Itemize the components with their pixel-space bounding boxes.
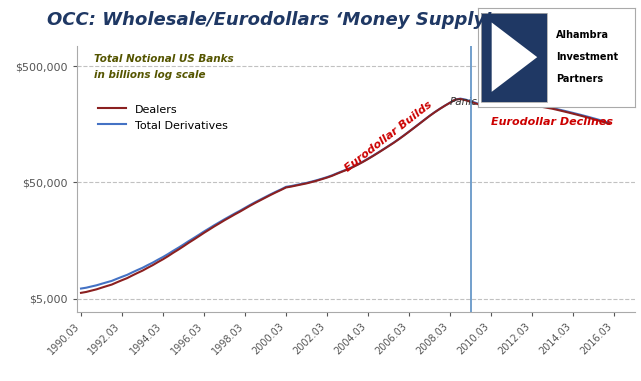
- Text: QE3: QE3: [532, 89, 553, 99]
- Text: Alhambra: Alhambra: [556, 30, 609, 40]
- Dealers: [92, 287, 100, 292]
- Legend: Dealers, Total Derivatives: Dealers, Total Derivatives: [94, 99, 232, 135]
- Text: Total Notional US Banks: Total Notional US Banks: [94, 54, 233, 64]
- Line: Total Derivatives: Total Derivatives: [81, 99, 609, 288]
- Line: Dealers: Dealers: [81, 99, 609, 293]
- Total Derivatives: [564, 109, 572, 114]
- Text: Eurodollar Declines: Eurodollar Declines: [491, 117, 613, 127]
- Total Derivatives: [590, 116, 597, 120]
- Text: Panic: Panic: [450, 98, 478, 107]
- FancyBboxPatch shape: [481, 13, 547, 102]
- Dealers: [210, 224, 218, 229]
- Dealers: [605, 122, 613, 126]
- Total Derivatives: [456, 96, 464, 101]
- Total Derivatives: [605, 120, 613, 125]
- Dealers: [231, 212, 238, 217]
- Total Derivatives: [338, 169, 346, 173]
- Total Derivatives: [210, 223, 218, 227]
- Text: OCC: Wholesale/Eurodollars ‘Money Supply’: OCC: Wholesale/Eurodollars ‘Money Supply…: [47, 11, 492, 29]
- Dealers: [456, 97, 464, 101]
- Text: Investment: Investment: [556, 52, 618, 62]
- Text: QE2: QE2: [501, 89, 522, 99]
- Text: Partners: Partners: [556, 74, 603, 84]
- Text: in billions log scale: in billions log scale: [94, 70, 205, 80]
- Dealers: [338, 169, 346, 174]
- Dealers: [590, 117, 597, 122]
- Text: Eurodollar Builds: Eurodollar Builds: [344, 99, 435, 173]
- Total Derivatives: [231, 211, 238, 216]
- Dealers: [77, 291, 85, 295]
- Polygon shape: [492, 22, 537, 92]
- Total Derivatives: [92, 283, 100, 288]
- Dealers: [564, 110, 572, 115]
- Total Derivatives: [77, 286, 85, 291]
